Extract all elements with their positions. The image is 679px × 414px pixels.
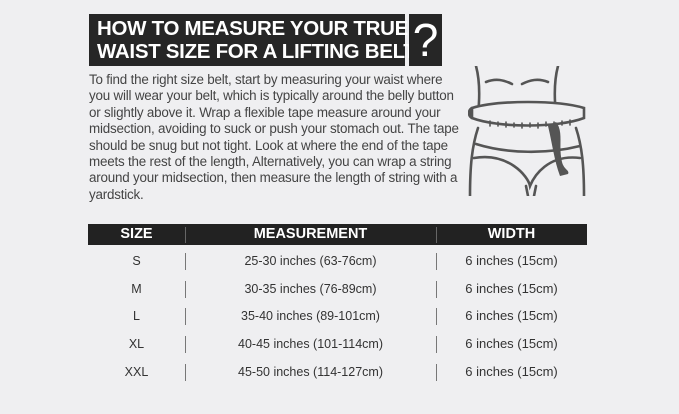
column-divider [185, 336, 186, 353]
column-divider [185, 308, 186, 325]
table-row: L 35-40 inches (89-101cm) 6 inches (15cm… [88, 306, 587, 326]
cell-measurement: 25-30 inches (63-76cm) [244, 254, 377, 268]
column-divider [436, 253, 437, 270]
cell-width: 6 inches (15cm) [465, 281, 558, 296]
table-row: M 30-35 inches (76-89cm) 6 inches (15cm) [88, 279, 587, 299]
title-line-2: WAIST SIZE FOR A LIFTING BELT [97, 40, 416, 63]
title-line-1: HOW TO MEASURE YOUR TRUE [97, 17, 408, 40]
title-banner: HOW TO MEASURE YOUR TRUE WAIST SIZE FOR … [89, 14, 416, 66]
table-row: S 25-30 inches (63-76cm) 6 inches (15cm) [88, 251, 587, 271]
cell-measurement: 35-40 inches (89-101cm) [241, 309, 380, 323]
cell-measurement: 30-35 inches (76-89cm) [244, 282, 377, 296]
table-header: SIZE MEASUREMENT WIDTH [88, 224, 587, 245]
cell-size: M [131, 282, 142, 296]
cell-size: L [133, 309, 140, 323]
cell-size: S [132, 254, 141, 268]
table-row: XL 40-45 inches (101-114cm) 6 inches (15… [88, 334, 587, 354]
cell-width: 6 inches (15cm) [465, 336, 558, 351]
header-divider [436, 227, 437, 243]
cell-width: 6 inches (15cm) [465, 364, 558, 379]
cell-size: XXL [124, 365, 149, 379]
column-divider [185, 253, 186, 270]
cell-measurement: 45-50 inches (114-127cm) [238, 365, 383, 379]
cell-size: XL [128, 337, 145, 351]
column-divider [185, 281, 186, 298]
column-divider [436, 281, 437, 298]
column-divider [436, 364, 437, 381]
header-width: WIDTH [487, 226, 536, 242]
waist-measuring-tape-icon [468, 66, 586, 196]
header-measurement: MEASUREMENT [253, 226, 368, 242]
header-size: SIZE [120, 226, 153, 242]
cell-width: 6 inches (15cm) [465, 253, 558, 268]
table-row: XXL 45-50 inches (114-127cm) 6 inches (1… [88, 362, 587, 382]
column-divider [436, 308, 437, 325]
instructions-text: To find the right size belt, start by me… [89, 72, 459, 202]
column-divider [436, 336, 437, 353]
column-divider [185, 364, 186, 381]
question-mark-box: ? [409, 14, 442, 66]
cell-width: 6 inches (15cm) [465, 308, 558, 323]
cell-measurement: 40-45 inches (101-114cm) [238, 337, 383, 351]
header-divider [185, 227, 186, 243]
